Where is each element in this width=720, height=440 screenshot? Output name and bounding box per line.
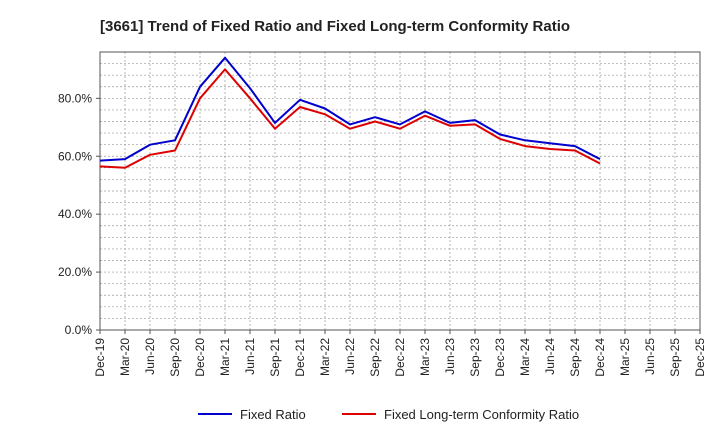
y-axis: 0.0% 20.0% 40.0% 60.0% 80.0% — [58, 91, 100, 337]
x-tick-label: Sep-25 — [668, 338, 682, 377]
legend: Fixed Ratio Fixed Long-term Conformity Ra… — [198, 407, 579, 422]
x-tick-label: Dec-21 — [293, 338, 307, 377]
x-tick-label: Mar-25 — [618, 338, 632, 376]
y-tick-label: 40.0% — [58, 207, 92, 221]
y-tick-label: 60.0% — [58, 149, 92, 163]
x-tick-label: Sep-21 — [268, 338, 282, 377]
y-tick-label: 20.0% — [58, 265, 92, 279]
x-tick-label: Sep-23 — [468, 338, 482, 377]
x-tick-label: Mar-23 — [418, 338, 432, 376]
series-line-1 — [99, 56, 601, 162]
x-tick-label: Dec-19 — [93, 338, 107, 377]
chart-title: [3661] Trend of Fixed Ratio and Fixed Lo… — [100, 18, 570, 35]
x-tick-label: Mar-24 — [518, 338, 532, 376]
x-axis: Dec-19 Mar-20 Jun-20 Sep-20 Dec-20 Mar-21 Jun-… — [93, 330, 707, 377]
x-tick-label: Sep-22 — [368, 338, 382, 377]
x-tick-label: Jun-25 — [643, 338, 657, 375]
x-tick-label: Sep-20 — [168, 338, 182, 377]
x-tick-label: Dec-23 — [493, 338, 507, 377]
series-line-2 — [99, 68, 601, 169]
y-tick-label: 80.0% — [58, 91, 92, 105]
legend-label: Fixed Ratio — [240, 407, 306, 422]
x-tick-label: Dec-25 — [693, 338, 707, 377]
series-lines — [99, 56, 601, 169]
x-tick-label: Mar-22 — [318, 338, 332, 376]
x-tick-label: Mar-20 — [118, 338, 132, 376]
x-tick-label: Dec-20 — [193, 338, 207, 377]
x-tick-label: Mar-21 — [218, 338, 232, 376]
x-tick-label: Jun-22 — [343, 338, 357, 375]
y-tick-label: 0.0% — [65, 323, 93, 337]
x-tick-label: Dec-24 — [593, 338, 607, 377]
x-tick-label: Jun-20 — [143, 338, 157, 375]
x-tick-label: Jun-21 — [243, 338, 257, 375]
x-tick-label: Jun-24 — [543, 338, 557, 375]
x-tick-label: Dec-22 — [393, 338, 407, 377]
x-tick-label: Jun-23 — [443, 338, 457, 375]
grid — [99, 52, 701, 330]
x-tick-label: Sep-24 — [568, 338, 582, 377]
legend-label: Fixed Long-term Conformity Ratio — [384, 407, 579, 422]
